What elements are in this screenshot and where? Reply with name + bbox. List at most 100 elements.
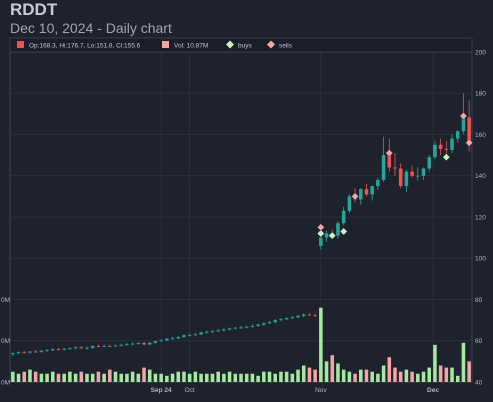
candle-body — [96, 346, 101, 347]
y-tick-label: 80 — [475, 297, 483, 304]
y-tick-label: 140 — [475, 173, 486, 180]
candle-body — [387, 155, 392, 168]
candle-body — [165, 338, 169, 341]
candle-body — [262, 323, 266, 325]
volume-bar — [170, 373, 175, 382]
legend-buys-text: buys — [238, 43, 252, 50]
volume-bar — [410, 371, 414, 382]
candle-body — [85, 347, 89, 349]
volume-bar — [467, 361, 471, 382]
volume-bar — [307, 367, 312, 382]
candle-body — [182, 335, 186, 338]
candle-body — [176, 337, 181, 339]
volume-bar — [398, 371, 403, 382]
candle-body — [319, 237, 323, 246]
chart-title: RDDT — [10, 0, 58, 19]
candle-body — [119, 344, 123, 346]
volume-bar — [96, 371, 101, 382]
candle-body — [136, 343, 141, 344]
volume-bar — [336, 363, 340, 382]
volume-bar — [319, 307, 323, 382]
left-axis-tick-label: 0M — [1, 297, 10, 304]
candle-body — [33, 351, 38, 353]
candle-body — [56, 349, 61, 350]
volume-bar — [284, 371, 289, 382]
candle-body — [90, 346, 95, 348]
candle-body — [244, 326, 249, 328]
candle-body — [125, 344, 129, 345]
x-tick-label: Nov — [315, 387, 327, 394]
volume-bar — [28, 369, 32, 382]
volume-bar — [267, 371, 272, 382]
volume-bar — [130, 371, 135, 382]
left-axis-tick-label: 0M — [1, 338, 10, 345]
volume-bar — [11, 371, 15, 382]
volume-bar — [421, 371, 426, 382]
candle-body — [239, 327, 243, 329]
buy-marker — [316, 229, 325, 238]
volume-bar — [279, 371, 283, 382]
candle-body — [147, 342, 152, 345]
candle-body — [370, 186, 374, 195]
volume-bar — [85, 373, 89, 382]
volume-bar — [51, 371, 55, 382]
candle-body — [216, 330, 220, 332]
x-tick-label: Dec — [427, 387, 439, 394]
candle-body — [130, 343, 135, 345]
volume-bar — [182, 371, 186, 382]
volume-bar — [193, 371, 198, 382]
candle-body — [313, 314, 317, 316]
sell-marker — [465, 138, 474, 147]
y-tick-label: 100 — [475, 256, 486, 263]
candle-body — [227, 328, 232, 330]
sell-marker — [316, 223, 325, 232]
candle-body — [39, 350, 44, 352]
candle-body — [45, 350, 49, 352]
candle-body — [170, 338, 175, 340]
candle-body — [307, 314, 312, 316]
chart-legend: Op:168.3, Hi:176.7, Lo:151.8, Cl:155.6 V… — [9, 37, 473, 53]
candle-body — [153, 341, 158, 343]
volume-bar — [256, 375, 260, 382]
candle-body — [22, 352, 27, 354]
volume-bar — [330, 355, 335, 382]
volume-bar — [68, 371, 72, 382]
volume-bar — [444, 367, 449, 382]
legend-sells-text: sells — [279, 43, 293, 50]
volume-bar — [22, 371, 27, 382]
candle-body — [404, 171, 409, 187]
legend-ohlc-swatch — [17, 41, 24, 48]
candle-body — [341, 210, 346, 224]
candle-body — [73, 347, 78, 349]
candle-body — [62, 348, 66, 350]
y-tick-label: 40 — [475, 379, 483, 386]
candle-body — [301, 314, 306, 316]
volume-bar — [393, 367, 397, 382]
candle-body — [421, 168, 426, 176]
candle-body — [364, 189, 369, 195]
candle-body — [438, 144, 443, 149]
candle-body — [222, 329, 226, 331]
volume-bar — [62, 373, 66, 382]
sell-marker — [351, 192, 359, 201]
candle-body — [279, 319, 283, 321]
candle-body — [324, 233, 329, 238]
buy-marker — [339, 227, 348, 236]
volume-bar — [159, 373, 163, 382]
volume-bar — [290, 373, 295, 382]
candle-body — [433, 144, 437, 158]
volume-bar — [90, 373, 95, 382]
candle-body — [113, 345, 118, 347]
volume-bar — [353, 373, 357, 382]
candle-body — [393, 167, 397, 169]
candle-body — [159, 340, 163, 342]
candle-body — [444, 148, 449, 150]
candle-body — [290, 317, 295, 319]
candle-body — [250, 325, 255, 327]
candle-body — [210, 331, 215, 333]
volume-bar — [364, 369, 369, 382]
sell-marker — [385, 149, 394, 157]
candle-body — [461, 117, 466, 132]
candle-body — [205, 331, 209, 333]
volume-bar — [79, 371, 84, 382]
